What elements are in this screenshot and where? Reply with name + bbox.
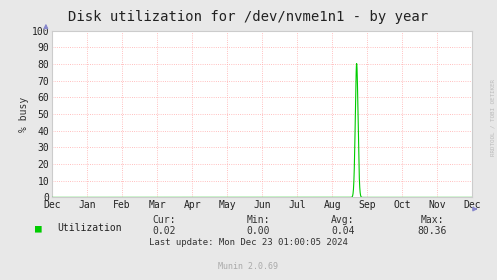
Text: Munin 2.0.69: Munin 2.0.69 (219, 262, 278, 271)
Text: 0.04: 0.04 (331, 226, 355, 236)
Text: ■: ■ (35, 223, 42, 233)
Text: 0.00: 0.00 (247, 226, 270, 236)
Text: Max:: Max: (420, 214, 444, 225)
Text: Disk utilization for /dev/nvme1n1 - by year: Disk utilization for /dev/nvme1n1 - by y… (69, 10, 428, 24)
Text: 80.36: 80.36 (417, 226, 447, 236)
Text: Cur:: Cur: (152, 214, 176, 225)
Text: Min:: Min: (247, 214, 270, 225)
Text: RRDTOOL / TOBI OETIKER: RRDTOOL / TOBI OETIKER (491, 79, 496, 156)
Y-axis label: % busy: % busy (19, 97, 29, 132)
Text: Last update: Mon Dec 23 01:00:05 2024: Last update: Mon Dec 23 01:00:05 2024 (149, 238, 348, 247)
Text: Utilization: Utilization (57, 223, 122, 233)
Text: Avg:: Avg: (331, 214, 355, 225)
Text: 0.02: 0.02 (152, 226, 176, 236)
